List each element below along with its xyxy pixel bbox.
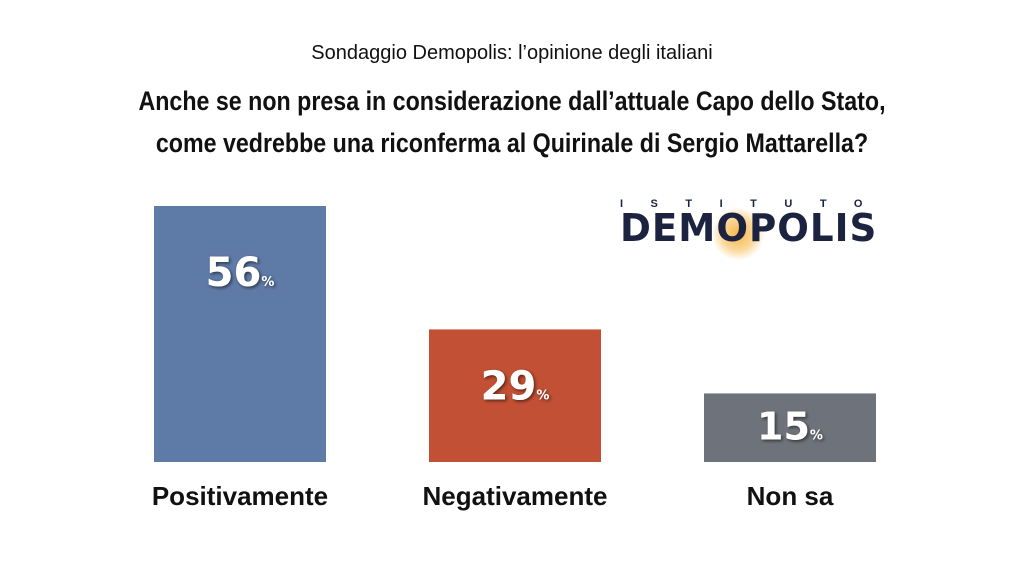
chart-title: Anche se non presa in considerazione dal… — [72, 80, 953, 164]
logo-top-text: ISTITUTO — [620, 198, 890, 210]
bar-2 — [429, 329, 601, 462]
logo-main-text: DEMOPOLIS — [620, 206, 878, 250]
category-label-1: Positivamente — [152, 481, 328, 511]
category-label-2: Negativamente — [423, 481, 608, 511]
chart-subtitle: Sondaggio Demopolis: l’opinione degli it… — [311, 42, 713, 64]
value-label-2: 29% — [481, 363, 550, 409]
logo-glow — [712, 208, 764, 260]
bar-3 — [704, 393, 876, 462]
chart-title-line-2: come vedrebbe una riconferma al Quirinal… — [155, 128, 869, 158]
category-label-3: Non sa — [747, 481, 834, 511]
value-label-3: 15% — [757, 404, 823, 448]
chart-title-line-1: Anche se non presa in considerazione dal… — [138, 86, 886, 116]
value-label-1: 56% — [206, 250, 275, 296]
demopolis-logo: ISTITUTO DEMOPOLIS — [620, 198, 890, 260]
bar-1 — [154, 206, 326, 462]
